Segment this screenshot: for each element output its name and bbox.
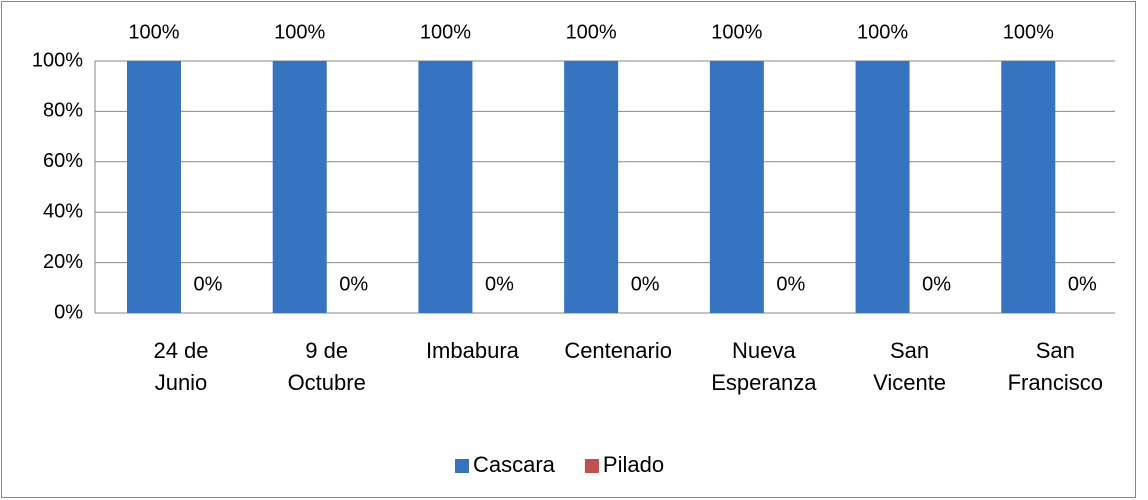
x-tick-label: 24 de Junio bbox=[153, 338, 209, 395]
y-tick-label: 80% bbox=[43, 100, 83, 122]
x-tick-label: San Vicente bbox=[873, 338, 947, 395]
bar bbox=[418, 61, 473, 313]
bar bbox=[855, 61, 910, 313]
x-tick-label: Centenario bbox=[564, 338, 672, 363]
bar bbox=[709, 61, 764, 313]
data-label: 100% bbox=[711, 21, 762, 43]
data-label: 0% bbox=[194, 273, 223, 295]
x-tick-label: Imbabura bbox=[425, 338, 519, 363]
data-label: 0% bbox=[339, 273, 368, 295]
data-label: 0% bbox=[776, 273, 805, 295]
legend-swatch bbox=[455, 459, 469, 473]
legend-label: Pilado bbox=[603, 452, 664, 477]
data-label: 100% bbox=[566, 21, 617, 43]
x-tick-label: San Francisco bbox=[1007, 338, 1103, 395]
y-tick-label: 60% bbox=[43, 150, 83, 172]
bar bbox=[272, 61, 327, 313]
data-label: 0% bbox=[922, 273, 951, 295]
legend-swatch bbox=[584, 459, 599, 473]
data-label: 100% bbox=[1003, 21, 1054, 43]
data-label: 100% bbox=[420, 21, 471, 43]
data-label: 100% bbox=[857, 21, 908, 43]
x-tick-label: 9 de Octubre bbox=[287, 338, 366, 395]
y-tick-label: 100% bbox=[32, 49, 83, 71]
data-label: 0% bbox=[485, 273, 514, 295]
y-tick-label: 0% bbox=[54, 301, 83, 323]
legend-label: Cascara bbox=[473, 452, 556, 477]
x-tick-label: Nueva Esperanza bbox=[711, 338, 817, 395]
data-label: 0% bbox=[631, 273, 660, 295]
bar bbox=[1001, 61, 1056, 313]
y-tick-label: 20% bbox=[43, 251, 83, 273]
bar bbox=[127, 61, 181, 313]
data-label: 100% bbox=[274, 21, 325, 43]
y-tick-label: 40% bbox=[43, 200, 83, 222]
bar bbox=[564, 61, 619, 313]
data-label: 0% bbox=[1068, 273, 1097, 295]
data-label: 100% bbox=[128, 21, 179, 43]
